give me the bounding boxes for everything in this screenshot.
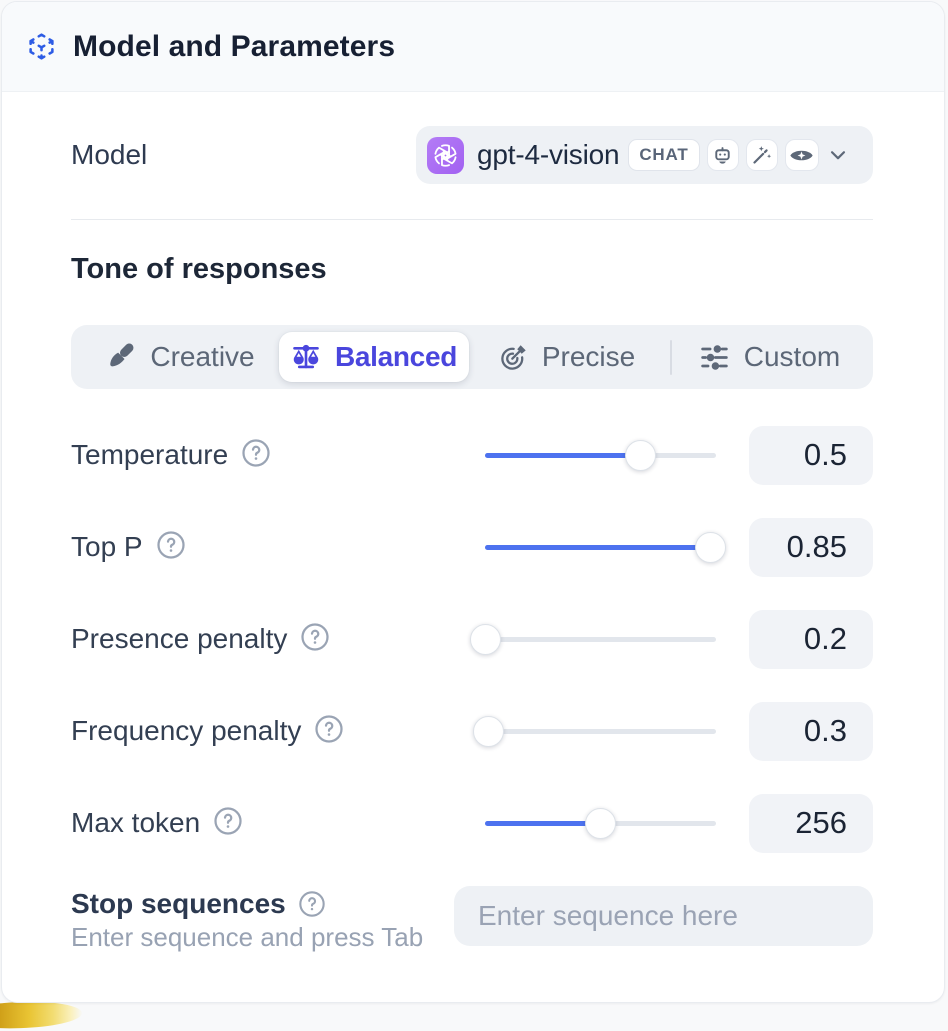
param-value[interactable]: 0.85 — [749, 517, 873, 577]
param-slider[interactable] — [485, 438, 716, 472]
tone-option-label: Balanced — [334, 341, 458, 372]
segment-separator — [670, 339, 672, 375]
param-label: Top P — [71, 531, 143, 562]
model-label: Model — [71, 139, 148, 170]
stop-sequences-row: Stop sequences Enter sequence and press … — [71, 886, 873, 953]
stop-sequences-label: Stop sequences — [71, 888, 286, 919]
param-row-frequency-penalty: Frequency penalty 0.3 — [71, 685, 873, 777]
slider-thumb[interactable] — [694, 531, 726, 563]
param-value[interactable]: 0.5 — [749, 425, 873, 485]
balance-scale-icon — [291, 342, 321, 372]
slider-thumb[interactable] — [472, 715, 504, 747]
tone-option-custom[interactable]: Custom — [675, 332, 864, 382]
chevron-down-icon — [827, 144, 849, 166]
parameters-list: Temperature 0.5 Top P — [71, 409, 873, 869]
param-slider[interactable] — [469, 622, 716, 656]
param-row-presence-penalty: Presence penalty 0.2 — [71, 593, 873, 685]
param-value[interactable]: 0.3 — [749, 701, 873, 761]
param-row-top-p: Top P 0.85 — [71, 501, 873, 593]
tone-option-label: Custom — [743, 341, 841, 372]
tone-option-creative[interactable]: Creative — [80, 332, 279, 382]
help-icon[interactable] — [314, 714, 344, 749]
slider-thumb[interactable] — [585, 807, 616, 839]
param-slider[interactable] — [485, 806, 716, 840]
adjustments-horizontal-icon — [699, 342, 730, 373]
param-label: Max token — [71, 807, 201, 838]
help-icon[interactable] — [300, 622, 330, 657]
tone-option-label: Precise — [541, 341, 636, 372]
model-type-badge: CHAT — [628, 139, 700, 171]
param-label: Temperature — [71, 439, 229, 470]
param-value[interactable]: 0.2 — [749, 609, 873, 669]
stop-sequences-hint: Enter sequence and press Tab — [71, 922, 424, 952]
help-icon[interactable] — [298, 890, 326, 918]
tone-option-precise[interactable]: Precise — [469, 332, 665, 382]
slider-thumb[interactable] — [624, 439, 656, 471]
tone-option-balanced[interactable]: Balanced — [279, 332, 469, 382]
tone-segmented-control: Creative Balanced — [71, 325, 873, 389]
help-icon[interactable] — [213, 806, 243, 841]
model-and-parameters-panel: Model and Parameters Model gpt-4-vision — [1, 1, 945, 1003]
model-select[interactable]: gpt-4-vision CHAT — [416, 126, 873, 184]
magic-wand-icon — [745, 139, 778, 171]
cube-transparent-icon — [27, 32, 56, 61]
param-row-max-token: Max token 256 — [71, 777, 873, 869]
openai-logo — [427, 136, 464, 174]
panel-title: Model and Parameters — [73, 29, 396, 63]
yellow-background-accent — [0, 999, 83, 1031]
param-slider[interactable] — [485, 530, 726, 564]
help-icon[interactable] — [156, 530, 186, 565]
help-icon[interactable] — [241, 438, 271, 473]
paintbrush-icon — [104, 341, 136, 373]
tone-option-label: Creative — [150, 341, 255, 372]
section-divider — [71, 219, 873, 220]
param-label: Frequency penalty — [71, 715, 302, 746]
slider-thumb[interactable] — [469, 623, 501, 655]
robot-icon — [706, 139, 739, 171]
panel-header: Model and Parameters — [2, 2, 944, 92]
target-arrow-icon — [499, 343, 528, 372]
param-value[interactable]: 256 — [749, 793, 873, 853]
model-row: Model gpt-4-vision CHAT — [71, 126, 873, 184]
selected-model-name: gpt-4-vision — [477, 139, 620, 170]
param-slider[interactable] — [472, 714, 716, 748]
param-label: Presence penalty — [71, 623, 288, 654]
vision-icon — [784, 139, 819, 171]
tone-heading: Tone of responses — [71, 253, 327, 285]
stop-sequences-input[interactable] — [454, 886, 873, 946]
param-row-temperature: Temperature 0.5 — [71, 409, 873, 501]
